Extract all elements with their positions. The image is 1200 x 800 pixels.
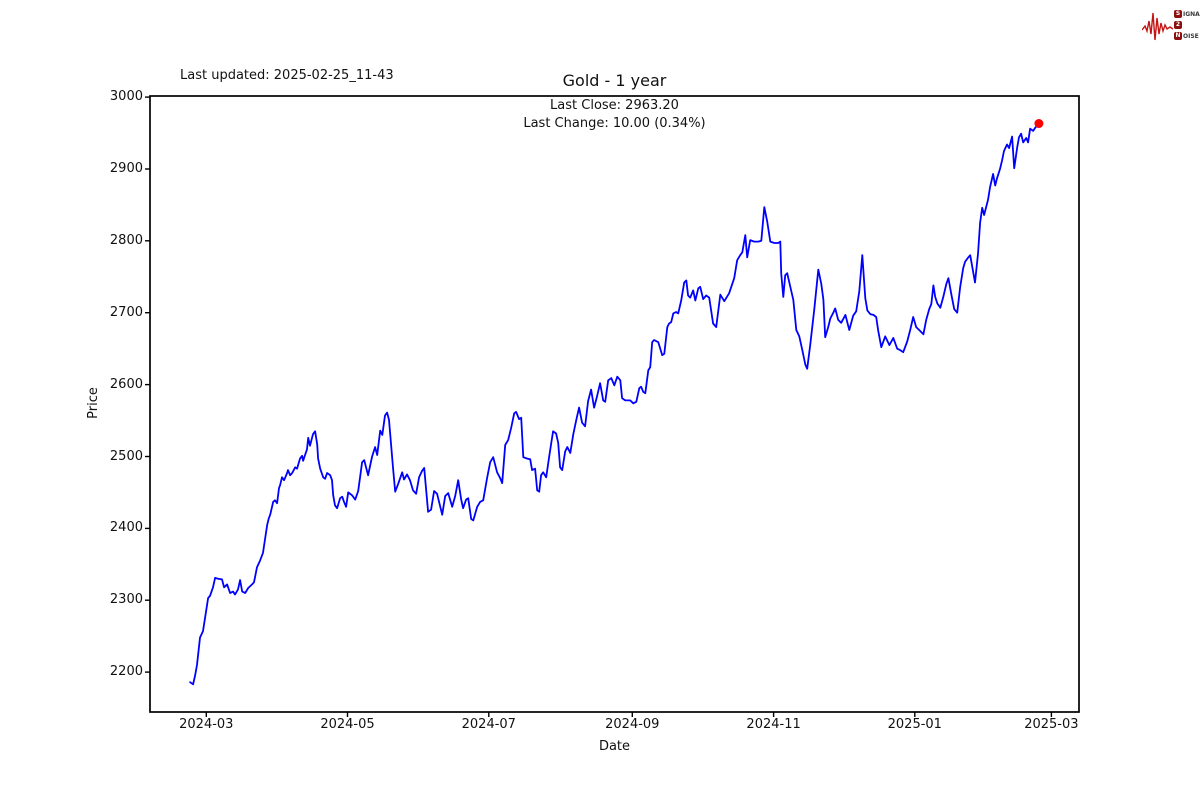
logo-badge-2: 2 <box>1174 21 1182 29</box>
price-line <box>189 122 1040 686</box>
y-tick-label: 2200 <box>109 664 143 680</box>
signal2noise-waveform-icon <box>1142 12 1174 41</box>
x-axis-label: Date <box>598 739 631 754</box>
logo-badge-s: S <box>1174 10 1182 18</box>
y-tick-label: 2300 <box>109 592 143 608</box>
y-tick-label: 2900 <box>109 161 143 176</box>
y-tick-label: 2500 <box>109 448 143 464</box>
last-close-text: Last Close: 2963.20 <box>550 98 679 113</box>
last-updated-text: Last updated: 2025-02-25_11-43 <box>180 68 394 83</box>
logo-row-signal: SIGNAL <box>1174 10 1200 18</box>
x-tick-label: 2024-09 <box>605 717 660 732</box>
x-tick-label: 2024-11 <box>746 717 801 732</box>
logo-row-noise: N OISE <box>1174 32 1199 40</box>
y-tick-label: 2600 <box>109 376 143 392</box>
x-tick-label: 2024-05 <box>320 717 375 732</box>
y-tick-label: 2700 <box>109 304 143 320</box>
y-tick-label: 2800 <box>109 232 143 248</box>
x-tick-label: 2025-03 <box>1024 717 1079 732</box>
x-tick-label: 2024-03 <box>179 717 234 732</box>
plot-border <box>149 95 1080 713</box>
x-tick-label: 2025-01 <box>887 717 942 732</box>
y-tick-label: 3000 <box>109 89 143 105</box>
logo-badge-n: N <box>1174 32 1182 40</box>
chart-title: Gold - 1 year <box>562 71 667 90</box>
last-close-marker <box>1034 119 1044 128</box>
last-change-text: Last Change: 10.00 (0.34%) <box>523 116 706 131</box>
logo-row-2: 2 <box>1174 20 1200 30</box>
y-tick-label: 2400 <box>109 520 143 536</box>
x-tick-label: 2024-07 <box>461 717 516 732</box>
